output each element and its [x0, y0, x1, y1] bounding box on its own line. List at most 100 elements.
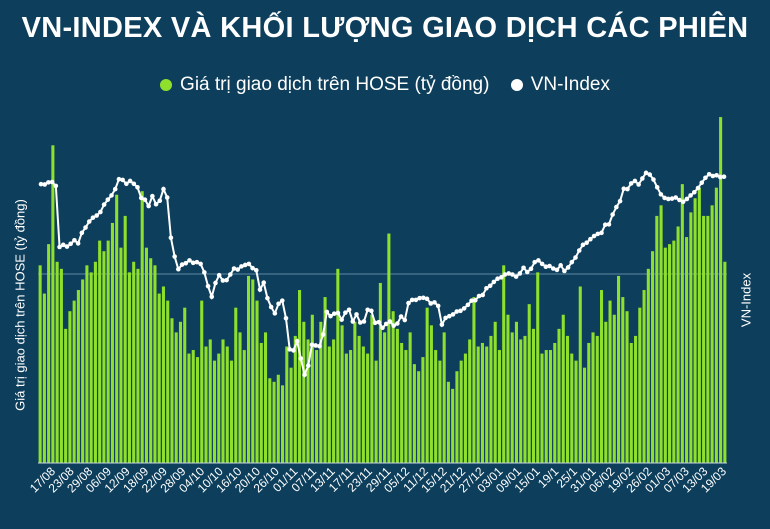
vn-index-point: [580, 242, 586, 248]
bar: [298, 290, 302, 463]
bar: [668, 244, 672, 463]
bar: [259, 342, 263, 463]
vn-index-point: [532, 259, 537, 265]
bar: [527, 304, 531, 463]
vn-index-point: [588, 236, 593, 242]
bar: [187, 353, 191, 463]
legend-label-line: VN-Index: [530, 74, 610, 95]
vn-index-point: [662, 195, 667, 201]
bar: [293, 335, 297, 463]
bar: [468, 339, 472, 463]
bar: [417, 371, 421, 463]
bar: [89, 272, 93, 463]
bar: [672, 240, 676, 463]
bar: [595, 335, 599, 463]
vn-index-point: [146, 203, 151, 209]
bar: [166, 300, 170, 463]
bar: [693, 198, 697, 463]
bar: [374, 360, 378, 463]
bar: [383, 332, 387, 463]
bar: [570, 353, 574, 463]
bar: [548, 350, 553, 463]
vn-index-point: [302, 372, 307, 378]
bar: [170, 318, 174, 463]
bar: [485, 346, 489, 463]
bar: [697, 187, 701, 463]
chart-title: VN-INDEX VÀ KHỐI LƯỢNG GIAO DỊCH CÁC PHI…: [21, 12, 749, 44]
bar: [72, 300, 76, 463]
bar: [238, 332, 242, 463]
vn-index-point: [465, 302, 471, 308]
bar: [102, 251, 106, 463]
vn-index-point: [454, 309, 460, 314]
vn-index-point: [432, 300, 437, 305]
vn-index-point: [242, 262, 248, 268]
bar: [706, 215, 710, 463]
vn-index-point: [651, 177, 656, 182]
bar: [115, 194, 119, 463]
bar: [680, 184, 684, 463]
vn-index-point: [558, 263, 563, 268]
bar: [600, 290, 604, 463]
vn-index-point: [172, 254, 177, 259]
bar: [51, 145, 55, 464]
vn-index-point: [313, 343, 318, 348]
bar: [106, 240, 110, 463]
bar: [140, 191, 144, 463]
bar: [221, 339, 225, 463]
bar: [132, 261, 136, 463]
vn-index-point: [643, 170, 649, 176]
vn-index-point: [346, 307, 352, 313]
bar: [459, 360, 463, 463]
vn-index-point: [498, 275, 504, 280]
bar: [536, 272, 540, 463]
bar: [561, 314, 565, 463]
vn-index-point: [395, 321, 400, 326]
vn-index-point: [487, 283, 493, 289]
bar: [553, 342, 557, 463]
vn-index-point: [86, 219, 92, 224]
legend-item-bars: Giá trị giao dịch trên HOSE (tỷ đồng): [160, 74, 489, 96]
bar: [446, 381, 450, 463]
bar: [204, 346, 208, 463]
bar: [608, 300, 612, 463]
bar: [64, 328, 68, 463]
vn-index-point: [502, 272, 508, 277]
vn-index-point: [83, 225, 88, 230]
vn-index-point: [610, 212, 615, 217]
bar: [510, 332, 514, 463]
vn-index-point: [376, 319, 382, 325]
bar: [451, 388, 455, 463]
bar: [408, 332, 412, 463]
bar: [200, 300, 204, 463]
vn-index-point: [654, 185, 660, 190]
vn-index-point: [517, 271, 523, 276]
vn-index-point: [343, 310, 348, 315]
vn-index-point: [692, 189, 697, 195]
bar: [353, 321, 357, 463]
bar: [234, 307, 238, 463]
vn-index-point: [60, 242, 66, 248]
vn-index-point: [372, 320, 378, 326]
vn-index-point: [116, 176, 122, 182]
bar: [242, 350, 246, 463]
vn-index-point: [484, 285, 489, 291]
bar: [574, 360, 578, 463]
vn-index-point: [458, 308, 463, 314]
vn-index-point: [98, 209, 103, 215]
bar: [421, 357, 425, 463]
bar: [174, 332, 178, 463]
vn-index-point: [53, 183, 59, 189]
vn-index-point: [625, 186, 630, 192]
vn-index-point: [253, 267, 259, 273]
vn-index-point: [714, 173, 719, 178]
bar: [217, 353, 221, 463]
vn-index-point: [94, 213, 99, 218]
bar: [578, 286, 582, 463]
bar: [472, 297, 476, 463]
bar: [540, 353, 544, 463]
bar: [404, 350, 408, 463]
bar: [480, 342, 484, 463]
vn-index-point: [46, 180, 51, 185]
vn-index-point: [703, 175, 708, 181]
